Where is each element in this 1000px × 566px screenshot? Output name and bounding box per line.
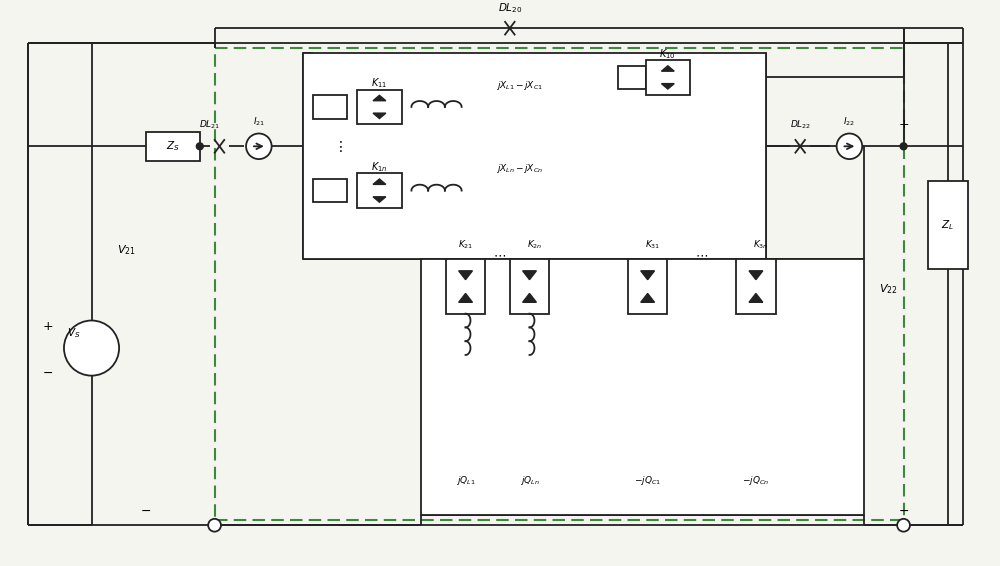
Text: $K_{11}$: $K_{11}$	[371, 76, 388, 90]
Polygon shape	[373, 95, 386, 101]
Text: $DL_{20}$: $DL_{20}$	[498, 2, 522, 15]
Text: $V_S$: $V_S$	[67, 327, 81, 340]
Text: $DL_{22}$: $DL_{22}$	[790, 118, 811, 131]
Text: $-$: $-$	[140, 504, 151, 517]
Text: $K_{3n}$: $K_{3n}$	[753, 238, 769, 251]
Polygon shape	[641, 293, 655, 302]
Circle shape	[246, 134, 272, 159]
Text: $jQ_{L1}$: $jQ_{L1}$	[456, 474, 475, 487]
Polygon shape	[749, 271, 763, 280]
Text: $-jQ_{C1}$: $-jQ_{C1}$	[634, 474, 661, 487]
Text: $K_{21}$: $K_{21}$	[458, 238, 473, 251]
Circle shape	[64, 320, 119, 376]
Circle shape	[900, 143, 907, 150]
Bar	[928, 181, 968, 269]
Bar	[313, 95, 347, 119]
Text: $\vdots$: $\vdots$	[333, 139, 342, 154]
Bar	[736, 259, 776, 314]
Text: $jX_{Ln}-jX_{Cn}$: $jX_{Ln}-jX_{Cn}$	[496, 162, 543, 175]
Text: $K_{1n}$: $K_{1n}$	[371, 160, 388, 174]
Text: $K_{2n}$: $K_{2n}$	[527, 238, 542, 251]
Bar	[510, 259, 549, 314]
Text: $-jQ_{Cn}$: $-jQ_{Cn}$	[742, 474, 769, 487]
Text: $K_{31}$: $K_{31}$	[645, 238, 660, 251]
Text: $+$: $+$	[898, 118, 909, 131]
Polygon shape	[459, 271, 472, 280]
Text: $Z_S$: $Z_S$	[166, 139, 180, 153]
Bar	[303, 53, 766, 259]
Bar	[146, 131, 200, 161]
Polygon shape	[373, 113, 386, 118]
Text: $I_{21}$: $I_{21}$	[253, 115, 265, 128]
Circle shape	[208, 519, 221, 531]
Text: $\cdots$: $\cdots$	[493, 248, 507, 261]
Polygon shape	[373, 197, 386, 202]
Text: $+$: $+$	[42, 320, 53, 333]
Bar	[357, 173, 402, 208]
Polygon shape	[641, 271, 655, 280]
Text: $jX_{L1}-jX_{C1}$: $jX_{L1}-jX_{C1}$	[496, 79, 543, 92]
Polygon shape	[661, 66, 674, 71]
Polygon shape	[523, 271, 536, 280]
Bar	[357, 89, 402, 124]
Text: $K_{10}$: $K_{10}$	[659, 47, 676, 61]
Bar	[646, 60, 690, 95]
Polygon shape	[749, 293, 763, 302]
Text: $V_{21}$: $V_{21}$	[117, 243, 135, 256]
Text: $-$: $-$	[42, 366, 53, 379]
Text: $\cdots$: $\cdots$	[695, 248, 708, 261]
Text: $V_{22}$: $V_{22}$	[879, 282, 898, 296]
Bar	[313, 179, 347, 203]
Polygon shape	[661, 84, 674, 89]
Bar	[446, 259, 485, 314]
Polygon shape	[523, 293, 536, 302]
Text: $Z_L$: $Z_L$	[941, 218, 954, 232]
Circle shape	[196, 143, 203, 150]
Text: $DL_{21}$: $DL_{21}$	[199, 118, 220, 131]
Polygon shape	[373, 179, 386, 185]
Text: $-$: $-$	[898, 504, 909, 517]
Text: $jQ_{Ln}$: $jQ_{Ln}$	[520, 474, 539, 487]
Circle shape	[837, 134, 862, 159]
Text: $I_{22}$: $I_{22}$	[843, 115, 855, 128]
Circle shape	[897, 519, 910, 531]
Bar	[628, 259, 667, 314]
Polygon shape	[459, 293, 472, 302]
Bar	[421, 259, 864, 516]
Bar	[618, 66, 646, 89]
